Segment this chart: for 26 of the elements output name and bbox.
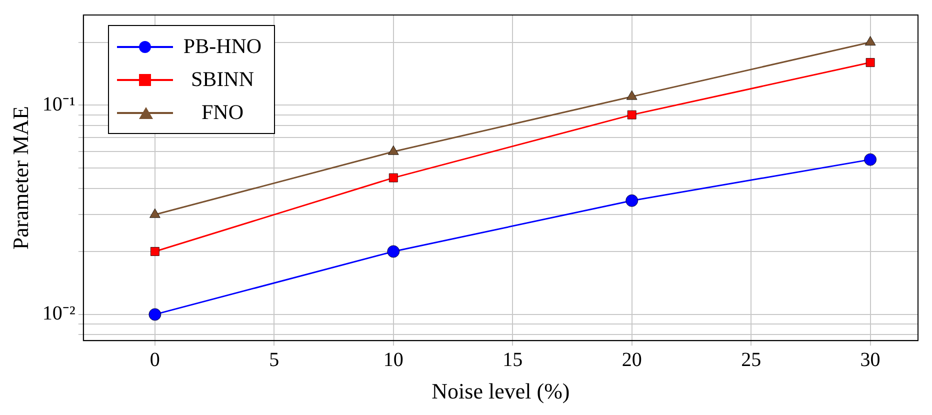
point — [864, 153, 877, 166]
x-tick-label: 15 — [502, 348, 523, 371]
x-axis-title: Noise level (%) — [432, 378, 570, 404]
point — [627, 110, 636, 120]
x-tick-label: 25 — [741, 348, 762, 371]
point — [864, 36, 876, 46]
legend-label: FNO — [200, 100, 244, 125]
legend-label: PB-HNO — [183, 34, 262, 59]
x-tick-label: 0 — [150, 348, 160, 371]
point — [387, 245, 400, 258]
legend-label: SBINN — [190, 67, 255, 92]
x-tick-label: 5 — [269, 348, 280, 371]
point — [626, 90, 638, 100]
x-tick-label: 20 — [622, 348, 642, 371]
x-tick-label: 10 — [383, 348, 404, 371]
x-tick-label: 30 — [860, 348, 880, 371]
y-tick-label: 10⁻² — [42, 302, 76, 325]
point — [150, 208, 160, 218]
point — [626, 194, 638, 207]
point — [388, 173, 398, 182]
y-tick-label: 10⁻¹ — [42, 93, 76, 116]
point — [388, 145, 399, 155]
y-axis-title: Parameter MAE — [8, 106, 33, 250]
point — [148, 308, 162, 321]
point — [150, 247, 160, 256]
point — [866, 58, 875, 67]
